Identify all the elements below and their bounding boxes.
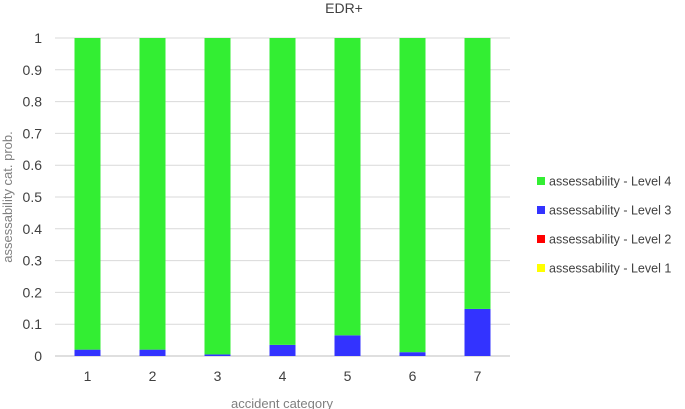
- bar-segment-cat4-level3: [269, 344, 296, 356]
- bar-segment-cat5-level3: [334, 335, 361, 356]
- y-tick-label: 1: [34, 30, 42, 46]
- y-tick-labels: 0 0.1 0.2 0.3 0.4 0.5 0.6 0.7 0.8 0.9 1: [23, 30, 43, 364]
- bar-segment-cat7-level3: [464, 308, 491, 356]
- chart-title: EDR+: [325, 0, 363, 16]
- y-axis-title: assessability cat. prob.: [0, 131, 15, 263]
- y-tick-label: 0.5: [23, 189, 43, 205]
- y-tick-label: 0.2: [23, 284, 43, 300]
- x-tick-label: 5: [344, 368, 352, 384]
- legend-label: assessability - Level 1: [549, 262, 671, 276]
- y-tick-label: 0.9: [23, 62, 43, 78]
- y-tick-label: 0.3: [23, 253, 43, 269]
- legend-label: assessability - Level 4: [549, 175, 671, 189]
- bar-segment-cat3-level4: [204, 38, 231, 355]
- legend-label: assessability - Level 3: [549, 204, 671, 218]
- y-tick-label: 0.8: [23, 94, 43, 110]
- legend-swatch: [537, 235, 545, 243]
- bar-segment-cat7-level4: [464, 38, 491, 309]
- bar-segment-cat5-level4: [334, 38, 361, 336]
- x-tick-label: 7: [474, 368, 482, 384]
- legend: assessability - Level 4 assessability - L…: [537, 175, 671, 276]
- x-tick-labels: 1 2 3 4 5 6 7: [84, 368, 482, 384]
- x-tick-label: 1: [84, 368, 92, 384]
- x-axis-title: accident category: [231, 396, 333, 409]
- x-tick-label: 6: [409, 368, 417, 384]
- legend-swatch: [537, 206, 545, 214]
- y-tick-label: 0.6: [23, 157, 43, 173]
- legend-swatch: [537, 264, 545, 272]
- bar-segment-cat1-level3: [74, 349, 101, 356]
- bar-segment-cat3-level3: [204, 354, 231, 356]
- y-tick-label: 0.1: [23, 316, 43, 332]
- bar-segment-cat1-level4: [74, 38, 101, 350]
- legend-label: assessability - Level 2: [549, 233, 671, 247]
- bar-segment-cat2-level3: [139, 349, 166, 356]
- y-tick-label: 0.4: [23, 221, 43, 237]
- legend-swatch: [537, 177, 545, 185]
- bar-segment-cat2-level4: [139, 38, 166, 350]
- y-tick-label: 0.7: [23, 125, 43, 141]
- bar-segment-cat4-level4: [269, 38, 296, 345]
- x-tick-label: 2: [149, 368, 157, 384]
- x-tick-label: 3: [214, 368, 222, 384]
- bar-segment-cat6-level3: [399, 352, 426, 356]
- bars: [74, 38, 491, 356]
- x-tick-label: 4: [279, 368, 287, 384]
- y-tick-label: 0: [34, 348, 42, 364]
- bar-segment-cat6-level4: [399, 38, 426, 353]
